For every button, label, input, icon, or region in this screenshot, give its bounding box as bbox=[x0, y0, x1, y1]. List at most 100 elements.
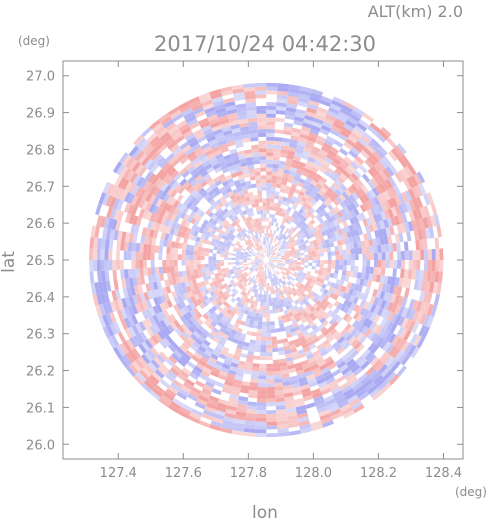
radar-cell bbox=[270, 190, 276, 196]
radar-cell bbox=[274, 276, 278, 281]
radar-cell bbox=[387, 302, 394, 312]
radar-cell bbox=[205, 110, 217, 118]
radar-cell bbox=[141, 319, 150, 330]
radar-cell bbox=[307, 340, 315, 347]
radar-cell bbox=[283, 301, 289, 307]
radar-cell bbox=[343, 156, 353, 165]
radar-cell bbox=[123, 307, 131, 318]
radar-cell bbox=[311, 309, 319, 316]
radar-cell bbox=[269, 274, 272, 279]
radar-cell bbox=[211, 416, 224, 424]
radar-cell bbox=[394, 337, 404, 348]
radar-cell bbox=[285, 353, 293, 359]
radar-cell bbox=[258, 317, 263, 322]
radar-cell bbox=[271, 301, 276, 306]
radar-cell bbox=[259, 155, 267, 161]
radar-cell bbox=[193, 219, 200, 226]
radar-cell bbox=[277, 83, 290, 89]
radar-cell bbox=[159, 319, 167, 329]
radar-cell bbox=[373, 252, 378, 260]
radar-cell bbox=[206, 196, 213, 203]
radar-cell bbox=[296, 234, 302, 239]
radar-cell bbox=[279, 207, 284, 213]
radar-cell bbox=[270, 250, 274, 254]
radar-cell bbox=[319, 236, 325, 242]
radar-cell bbox=[182, 306, 190, 314]
radar-cell bbox=[217, 312, 225, 319]
radar-cell bbox=[289, 244, 294, 249]
radar-cell bbox=[333, 283, 340, 290]
radar-cell bbox=[222, 213, 229, 220]
radar-cell bbox=[152, 196, 160, 206]
radar-cell bbox=[360, 272, 366, 280]
radar-cell bbox=[397, 214, 404, 225]
radar-cell bbox=[266, 167, 273, 172]
radar-cell bbox=[269, 262, 273, 265]
radar-cell bbox=[98, 281, 104, 294]
radar-cell bbox=[251, 366, 260, 372]
radar-cell bbox=[147, 290, 154, 300]
radar-cell bbox=[396, 251, 402, 260]
radar-cell bbox=[235, 234, 241, 239]
radar-cell bbox=[202, 103, 215, 111]
radar-cell bbox=[150, 359, 160, 369]
radar-cell bbox=[392, 268, 397, 278]
radar-cell bbox=[266, 244, 268, 249]
radar-cell bbox=[185, 260, 190, 266]
radar-cell bbox=[264, 267, 266, 272]
radar-cell bbox=[231, 287, 237, 293]
radar-cell bbox=[351, 400, 363, 411]
radar-cell bbox=[350, 161, 359, 171]
radar-cell bbox=[329, 128, 340, 137]
radar-cell bbox=[212, 252, 217, 257]
radar-cell bbox=[196, 255, 201, 260]
radar-cell bbox=[127, 305, 135, 317]
radar-cell bbox=[144, 145, 155, 156]
radar-cell bbox=[196, 282, 203, 289]
radar-cell bbox=[294, 215, 300, 221]
radar-cell bbox=[345, 373, 356, 382]
radar-cell bbox=[370, 138, 381, 149]
radar-cell bbox=[273, 255, 278, 258]
radar-cell bbox=[116, 163, 126, 176]
radar-cell bbox=[272, 160, 280, 165]
radar-cell bbox=[166, 204, 173, 213]
radar-cell bbox=[281, 200, 287, 206]
radar-cell bbox=[322, 329, 330, 337]
radar-cell bbox=[418, 324, 427, 337]
radar-cell bbox=[298, 420, 311, 427]
radar-cell bbox=[296, 255, 301, 258]
radar-cell bbox=[339, 363, 349, 373]
radar-cell bbox=[237, 248, 242, 252]
radar-cell bbox=[383, 300, 391, 311]
radar-cell bbox=[393, 294, 401, 305]
radar-cell bbox=[303, 146, 312, 154]
radar-cell bbox=[198, 92, 211, 100]
radar-cell bbox=[216, 343, 224, 350]
radar-cell bbox=[252, 308, 257, 313]
radar-cell bbox=[146, 252, 151, 260]
radar-cell bbox=[228, 238, 233, 243]
radar-cell bbox=[188, 233, 194, 241]
radar-cell bbox=[353, 271, 358, 279]
radar-cell bbox=[180, 126, 192, 136]
radar-cell bbox=[261, 266, 264, 271]
radar-cell bbox=[259, 249, 263, 254]
radar-cell bbox=[281, 245, 286, 250]
radar-cell bbox=[259, 290, 263, 295]
radar-cell bbox=[261, 253, 264, 258]
radar-cell bbox=[309, 96, 321, 104]
radar-cell bbox=[354, 322, 363, 331]
radar-cell bbox=[206, 274, 212, 280]
radar-cell bbox=[315, 294, 321, 300]
radar-cell bbox=[154, 368, 165, 379]
radar-cell bbox=[269, 255, 273, 258]
radar-cell bbox=[264, 244, 266, 249]
radar-cell bbox=[313, 395, 324, 403]
radar-cell bbox=[360, 240, 366, 248]
radar-cell bbox=[209, 314, 216, 321]
radar-cell bbox=[220, 177, 228, 184]
radar-cell bbox=[266, 298, 270, 303]
radar-cell bbox=[404, 190, 413, 202]
radar-cell bbox=[282, 338, 289, 344]
